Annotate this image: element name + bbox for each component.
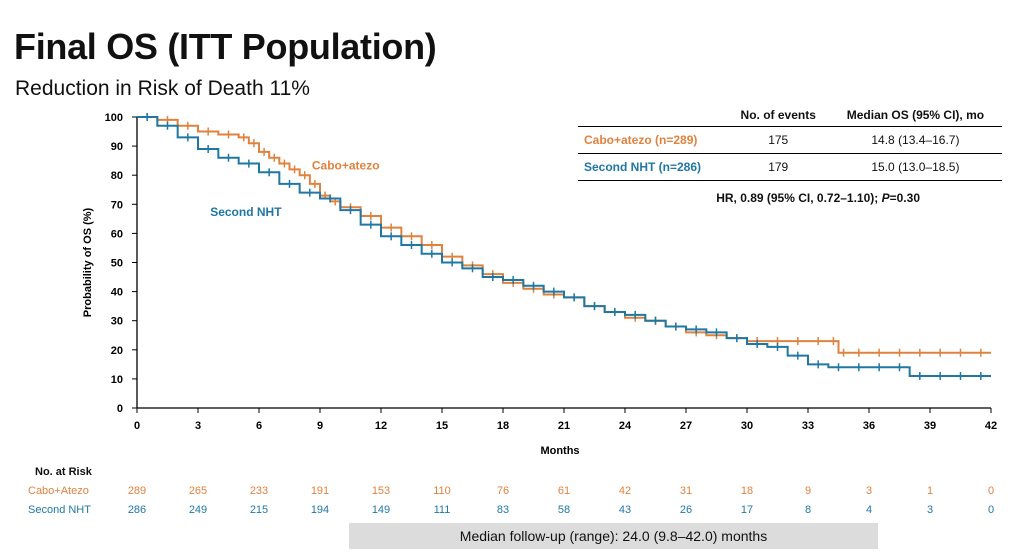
x-tick-label: 33 <box>802 420 814 432</box>
risk-count: 233 <box>249 485 269 497</box>
risk-count: 61 <box>557 485 571 497</box>
risk-count: 289 <box>127 485 147 497</box>
p-value: =0.30 <box>889 191 920 205</box>
y-tick-label: 70 <box>111 199 123 211</box>
hazard-ratio-text: HR, 0.89 (95% CI, 0.72–1.10); <box>716 191 882 205</box>
y-tick-label: 0 <box>117 403 123 415</box>
risk-count: 0 <box>987 504 995 516</box>
stats-table: No. of events Median OS (95% CI), mo Cab… <box>578 104 1002 205</box>
x-tick-label: 21 <box>558 420 570 432</box>
page-title: Final OS (ITT Population) <box>14 26 437 67</box>
y-tick-label: 80 <box>111 170 123 182</box>
x-tick-label: 30 <box>741 420 753 432</box>
y-tick-label: 50 <box>111 258 123 270</box>
stats-header-events: No. of events <box>740 108 816 122</box>
median-followup-note: Median follow-up (range): 24.0 (9.8–42.0… <box>349 523 878 549</box>
risk-count: 9 <box>804 485 812 497</box>
x-tick-label: 15 <box>436 420 448 432</box>
risk-count: 31 <box>679 485 693 497</box>
x-tick-label: 24 <box>619 420 632 432</box>
x-tick-label: 39 <box>924 420 936 432</box>
risk-count: 191 <box>310 485 330 497</box>
risk-label-cabo: Cabo+Atezo <box>28 485 89 497</box>
y-tick-label: 40 <box>111 287 123 299</box>
risk-count: 111 <box>433 504 451 516</box>
stats-median-nht: 15.0 (13.0–18.5) <box>828 153 1002 181</box>
hazard-ratio: HR, 0.89 (95% CI, 0.72–1.10); P=0.30 <box>578 191 1002 205</box>
risk-count: 18 <box>740 485 754 497</box>
risk-row-nht: Second NHT 286 249 215 194 149 111 83 58 43 26 17 8… <box>0 504 1012 520</box>
stats-header-median: Median OS (95% CI), mo <box>846 108 985 122</box>
x-tick-label: 36 <box>863 420 875 432</box>
x-tick-label: 3 <box>195 420 201 432</box>
x-tick-label: 6 <box>256 420 262 432</box>
y-tick-label: 60 <box>111 228 123 240</box>
x-tick-label: 27 <box>680 420 692 432</box>
x-tick-label: 9 <box>317 420 323 432</box>
x-tick-label: 0 <box>134 420 140 432</box>
stats-row-nht: Second NHT (n=286) 179 15.0 (13.0–18.5) <box>578 153 1002 181</box>
stats-events-cabo: 175 <box>727 126 829 154</box>
risk-count: 76 <box>496 485 510 497</box>
stats-events-nht: 179 <box>727 153 829 181</box>
p-label: P <box>881 191 890 205</box>
x-tick-label: 42 <box>985 420 997 432</box>
x-tick-label: 12 <box>375 420 387 432</box>
risk-count: 1 <box>926 485 934 497</box>
risk-count: 0 <box>987 485 995 497</box>
risk-count: 215 <box>249 504 269 516</box>
risk-table-header: No. at Risk <box>35 466 92 478</box>
risk-count: 194 <box>310 504 330 516</box>
risk-count: 286 <box>127 504 147 516</box>
risk-count: 3 <box>865 485 873 497</box>
stats-label-cabo: Cabo+atezo (n=289) <box>578 126 728 154</box>
risk-count: 265 <box>188 485 208 497</box>
risk-count: 26 <box>679 504 693 516</box>
risk-count: 8 <box>804 504 812 516</box>
risk-count: 153 <box>371 485 391 497</box>
risk-count: 249 <box>188 504 208 516</box>
risk-count: 149 <box>371 504 391 516</box>
x-axis-label: Months <box>540 445 579 457</box>
risk-row-cabo: Cabo+Atezo 289 265 233 191 153 110 76 61 42 31 18 9… <box>0 485 1012 501</box>
stats-label-nht: Second NHT (n=286) <box>578 153 728 181</box>
series-annotation: Cabo+atezo <box>312 158 380 172</box>
risk-count: 83 <box>496 504 510 516</box>
risk-label-nht: Second NHT <box>28 504 91 516</box>
risk-count: 3 <box>926 504 934 516</box>
y-tick-label: 100 <box>105 112 123 124</box>
x-tick-label: 18 <box>497 420 509 432</box>
risk-count: 42 <box>618 485 632 497</box>
y-tick-label: 20 <box>111 345 123 357</box>
y-tick-label: 10 <box>111 374 123 386</box>
risk-count: 58 <box>557 504 571 516</box>
series-annotation: Second NHT <box>210 205 282 219</box>
y-tick-label: 30 <box>111 316 123 328</box>
risk-count: 110 <box>433 485 451 497</box>
page-subtitle: Reduction in Risk of Death 11% <box>15 77 310 100</box>
risk-count: 4 <box>865 504 873 516</box>
risk-count: 17 <box>740 504 754 516</box>
y-axis-label: Probability of OS (%) <box>82 207 94 317</box>
stats-row-cabo: Cabo+atezo (n=289) 175 14.8 (13.4–16.7) <box>578 126 1002 154</box>
stats-median-cabo: 14.8 (13.4–16.7) <box>828 126 1002 154</box>
stats-header-blank <box>578 104 728 127</box>
y-tick-label: 90 <box>111 141 123 153</box>
risk-count: 43 <box>618 504 632 516</box>
